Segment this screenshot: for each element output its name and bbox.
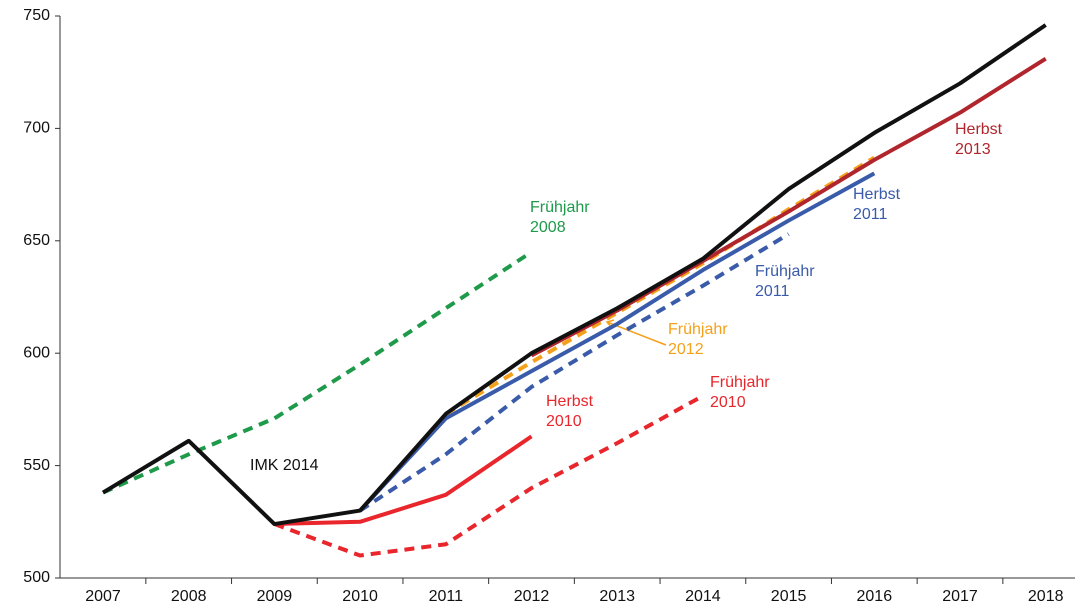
x-tick-label: 2014 bbox=[685, 588, 721, 605]
x-tick-label: 2017 bbox=[942, 588, 978, 605]
series-label: Herbst 2011 bbox=[853, 186, 901, 223]
y-tick-label: 750 bbox=[23, 7, 50, 24]
x-tick-label: 2007 bbox=[85, 588, 121, 605]
series-line bbox=[273, 394, 704, 558]
x-tick-label: 2012 bbox=[514, 588, 550, 605]
series-line bbox=[358, 171, 876, 512]
series-label: Herbst 2013 bbox=[955, 121, 1003, 158]
y-tick-label: 550 bbox=[23, 457, 50, 474]
x-tick-label: 2015 bbox=[771, 588, 807, 605]
y-tick-label: 500 bbox=[23, 569, 50, 586]
y-tick-label: 700 bbox=[23, 120, 50, 137]
x-tick-label: 2009 bbox=[257, 588, 293, 605]
series-line bbox=[359, 232, 790, 513]
series-label: Herbst 2010 bbox=[546, 393, 594, 430]
series-label: Frühjahr 2011 bbox=[755, 263, 815, 300]
series-line bbox=[274, 434, 533, 527]
series-label: Frühjahr 2012 bbox=[668, 321, 728, 358]
y-tick-label: 600 bbox=[23, 344, 50, 361]
x-tick-label: 2008 bbox=[171, 588, 207, 605]
series-line bbox=[101, 23, 1047, 527]
x-tick-label: 2011 bbox=[429, 588, 464, 605]
series-label: Frühjahr 2008 bbox=[530, 199, 590, 236]
x-tick-label: 2013 bbox=[599, 588, 635, 605]
x-tick-label: 2016 bbox=[857, 588, 893, 605]
y-tick-label: 650 bbox=[23, 232, 50, 249]
series-label: Frühjahr 2010 bbox=[710, 374, 770, 411]
series-label: IMK 2014 bbox=[250, 457, 319, 474]
x-tick-label: 2010 bbox=[342, 588, 378, 605]
x-tick-label: 2018 bbox=[1028, 588, 1064, 605]
